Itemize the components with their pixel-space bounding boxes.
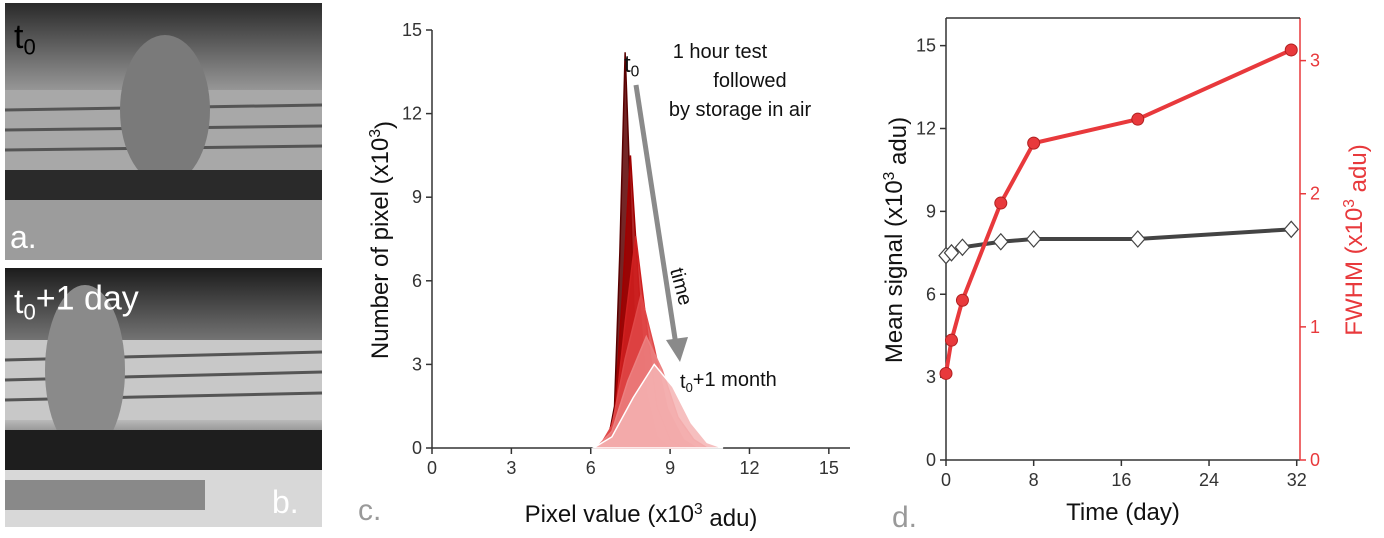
x-tick-label: 24 bbox=[1199, 470, 1219, 490]
photo-letter: a. bbox=[10, 219, 37, 255]
x-tick-label: 9 bbox=[665, 458, 675, 478]
x-tick-label: 32 bbox=[1287, 470, 1307, 490]
photo-label-part: t bbox=[14, 283, 24, 321]
y-tick-label: 0 bbox=[412, 438, 422, 458]
photo-b bbox=[4, 268, 323, 527]
x-axis-label-part: 3 bbox=[694, 501, 703, 518]
photo-label-part: 0 bbox=[23, 35, 35, 60]
start-label-part: t bbox=[624, 51, 631, 78]
photo-label: t0+1 day bbox=[14, 279, 139, 324]
x-tick-label: 0 bbox=[941, 470, 951, 490]
panel-letter: d. bbox=[892, 501, 917, 533]
marker bbox=[993, 232, 1009, 251]
marker bbox=[955, 293, 969, 307]
x-tick-label: 16 bbox=[1111, 470, 1131, 490]
marker bbox=[943, 243, 960, 262]
y-axis-label: Number of pixel (x103) bbox=[367, 121, 398, 359]
y2-tick-label: 3 bbox=[1310, 51, 1320, 71]
note: followed bbox=[713, 70, 786, 92]
y-tick-label: 15 bbox=[916, 36, 936, 56]
y2-axis-label-part: 3 bbox=[1341, 199, 1358, 208]
y-tick-label: 3 bbox=[926, 367, 936, 387]
marker bbox=[939, 366, 953, 380]
y-axis-label-part: adu) bbox=[885, 117, 912, 172]
end-label: t0+1 month bbox=[680, 369, 777, 395]
marker bbox=[1284, 43, 1298, 57]
photo-label-part: +1 day bbox=[36, 279, 139, 317]
photo-letter: b. bbox=[272, 484, 299, 520]
note: 1 hour test bbox=[673, 41, 768, 63]
y-tick-label: 6 bbox=[412, 271, 422, 291]
marker bbox=[1025, 230, 1042, 248]
y2-tick-label: 1 bbox=[1310, 317, 1320, 337]
y-axis-label: Mean signal (x103 adu) bbox=[881, 117, 912, 363]
marker bbox=[1130, 230, 1146, 248]
y-tick-label: 3 bbox=[412, 354, 422, 374]
y-tick-label: 9 bbox=[412, 187, 422, 207]
end-label-part: t bbox=[680, 371, 686, 393]
y2-tick-label: 2 bbox=[1310, 184, 1320, 204]
y-axis-label-part: ) bbox=[371, 121, 398, 129]
x-axis-label-part: Pixel value (x10 bbox=[525, 501, 694, 528]
start-label: t0 bbox=[624, 51, 640, 81]
x-tick-label: 8 bbox=[1029, 470, 1039, 490]
histogram-curve bbox=[590, 363, 724, 449]
panel-letter: c. bbox=[358, 494, 381, 527]
photo-label: t0 bbox=[14, 18, 36, 60]
photo-a bbox=[4, 3, 323, 260]
marker bbox=[954, 238, 971, 257]
y-tick-label: 9 bbox=[926, 201, 936, 221]
x-tick-label: 6 bbox=[586, 458, 596, 478]
start-label-part: 0 bbox=[631, 64, 640, 81]
note: by storage in air bbox=[669, 99, 812, 121]
end-label-part: +1 month bbox=[693, 369, 777, 391]
y-tick-label: 15 bbox=[402, 20, 422, 40]
y-tick-label: 12 bbox=[916, 119, 936, 139]
marker bbox=[1027, 136, 1041, 150]
end-label-part: 0 bbox=[686, 380, 693, 395]
y-tick-label: 6 bbox=[926, 284, 936, 304]
x-tick-label: 15 bbox=[819, 458, 839, 478]
y-tick-label: 12 bbox=[402, 104, 422, 124]
y2-axis-label-part: adu) bbox=[1345, 144, 1372, 199]
series-line bbox=[944, 48, 1293, 374]
y-axis-label-part: 3 bbox=[881, 172, 898, 181]
x-axis-label: Pixel value (x103 adu) bbox=[525, 501, 758, 532]
marker bbox=[1283, 220, 1300, 239]
y2-axis-label: FWHM (x103 adu) bbox=[1341, 144, 1372, 335]
marker bbox=[1131, 112, 1145, 126]
y-axis-label-part: Number of pixel (x10 bbox=[367, 138, 394, 359]
y-axis-label-part: Mean signal (x10 bbox=[881, 180, 908, 363]
x-tick-label: 0 bbox=[427, 458, 437, 478]
x-tick-label: 12 bbox=[739, 458, 759, 478]
marker bbox=[944, 333, 958, 347]
y2-axis-label-part: FWHM (x10 bbox=[1341, 208, 1368, 336]
x-tick-label: 3 bbox=[506, 458, 516, 478]
arrow-head bbox=[666, 337, 688, 362]
x-axis-label-part: adu) bbox=[703, 505, 758, 532]
photo-label-part: t bbox=[14, 18, 24, 56]
x-axis-label: Time (day) bbox=[1066, 499, 1180, 526]
photo-label-part: 0 bbox=[23, 300, 35, 325]
y-axis-label-part: 3 bbox=[367, 129, 384, 138]
marker bbox=[994, 196, 1008, 210]
y-tick-label: 0 bbox=[926, 450, 936, 470]
y2-tick-label: 0 bbox=[1310, 450, 1320, 470]
arrow bbox=[633, 84, 679, 346]
